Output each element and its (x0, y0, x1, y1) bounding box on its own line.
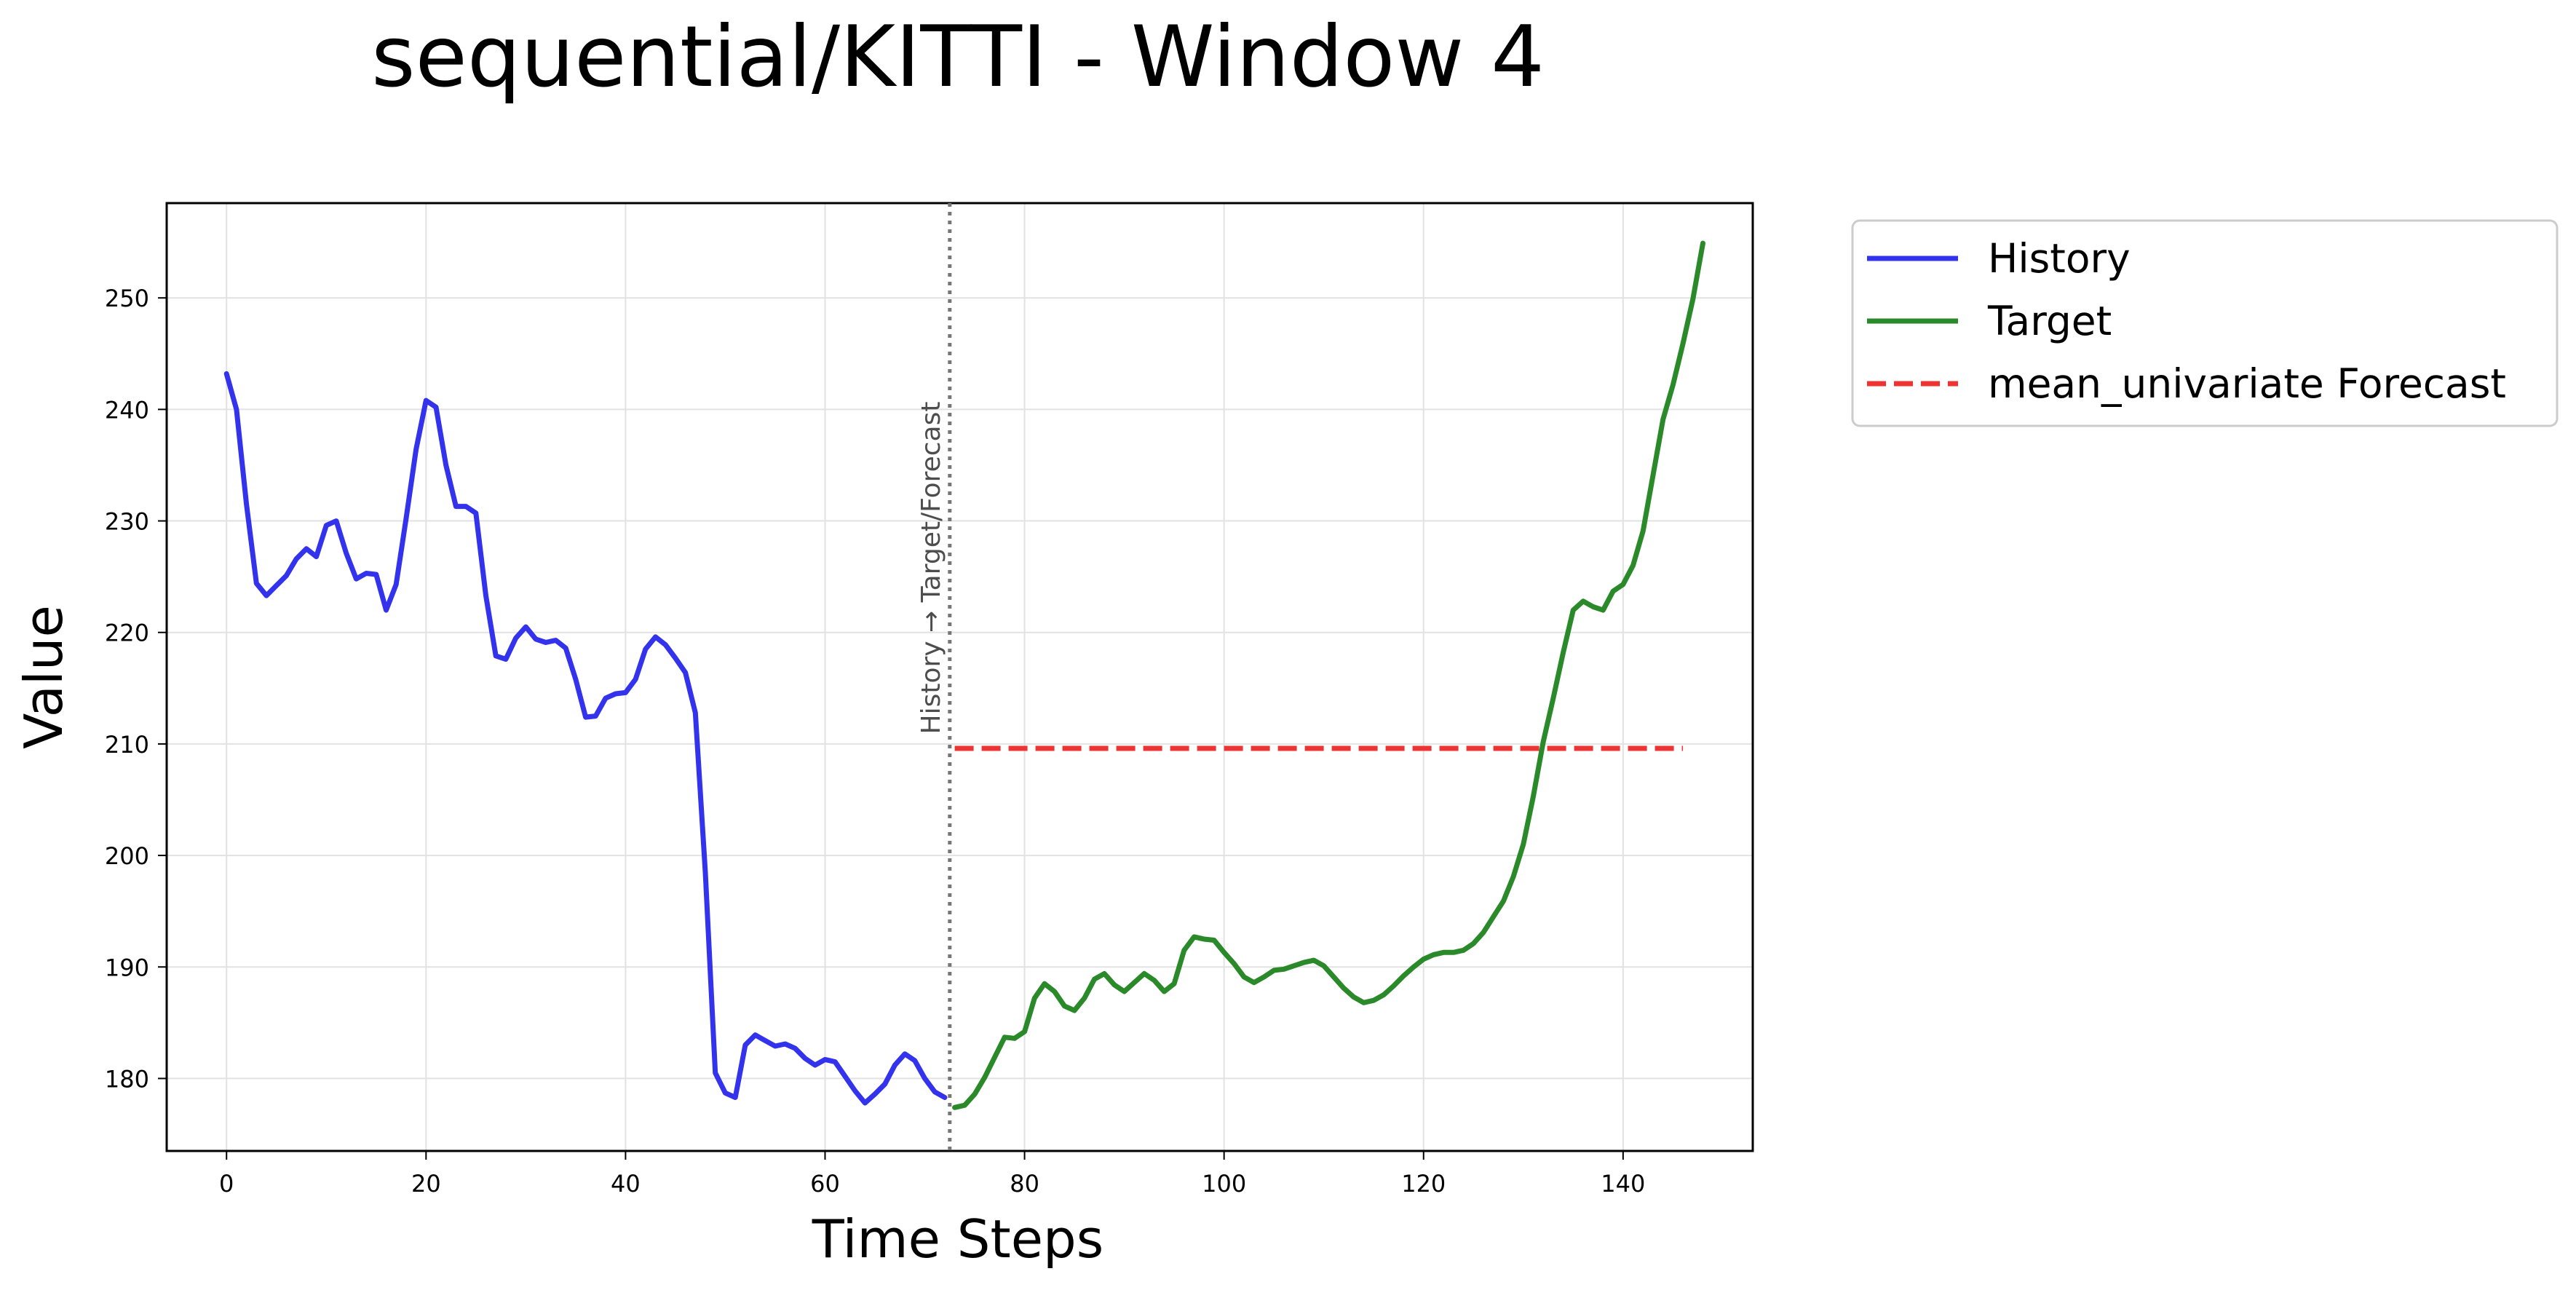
y-tick-label: 180 (105, 1065, 149, 1093)
x-axis-title: Time Steps (812, 1208, 1104, 1270)
chart-title: sequential/KITTI - Window 4 (371, 8, 1545, 106)
y-tick-label: 200 (105, 842, 149, 870)
y-tick-label: 220 (105, 620, 149, 647)
y-tick-label: 210 (105, 731, 149, 759)
x-tick-label: 20 (411, 1170, 441, 1198)
x-tick-label: 60 (810, 1170, 840, 1198)
x-tick-label: 80 (1010, 1170, 1039, 1198)
series-layer (223, 240, 1705, 1110)
grid-layer (167, 203, 1753, 1151)
tick-layer: 0 20 40 60 80 100 120 140 180 190 200 210 220 230 240 2… (105, 285, 1645, 1198)
y-tick-label: 230 (105, 508, 149, 536)
legend-label: History (1988, 235, 2131, 282)
x-tick-label: 100 (1202, 1170, 1246, 1198)
legend: History Target mean_univariate Forecast (1851, 219, 2559, 427)
series-line-history (223, 371, 948, 1106)
y-tick-label: 190 (105, 954, 149, 981)
split-layer: History → Target/Forecast (916, 203, 952, 1151)
x-tick-label: 0 (219, 1170, 234, 1198)
y-tick-label: 240 (105, 396, 149, 424)
y-axis-title: Value (13, 605, 74, 749)
legend-label: mean_univariate Forecast (1988, 360, 2506, 407)
split-label: History → Target/Forecast (916, 402, 946, 735)
x-tick-label: 120 (1401, 1170, 1446, 1198)
y-tick-label: 250 (105, 285, 149, 312)
legend-box (1851, 219, 2559, 427)
plot-frame (165, 202, 1754, 1152)
legend-label: Target (1987, 298, 2112, 344)
x-tick-label: 140 (1601, 1170, 1645, 1198)
series-line-target (952, 240, 1705, 1110)
x-tick-label: 40 (611, 1170, 641, 1198)
